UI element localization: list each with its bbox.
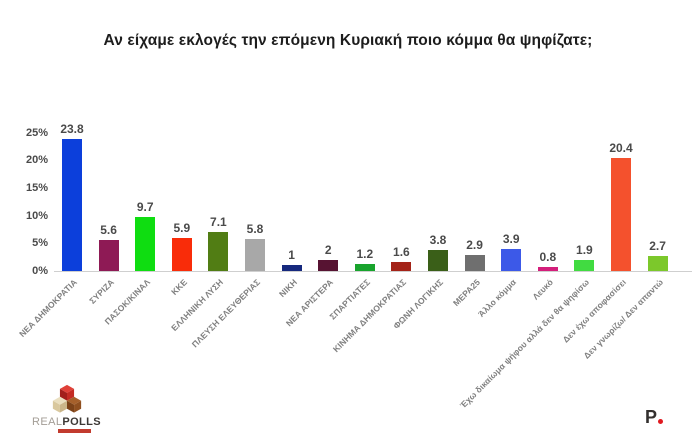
bar-value-label: 5.9 xyxy=(173,221,191,235)
bar-4 xyxy=(208,232,229,271)
bar-8 xyxy=(354,264,375,271)
bar-9 xyxy=(391,262,412,271)
realpolls-wordmark-bold: POLLS xyxy=(62,416,102,428)
bar-value-label: 1.2 xyxy=(356,247,374,261)
bar-5 xyxy=(245,239,265,271)
realpolls-wordmark: REALPOLLS xyxy=(32,416,124,428)
realpolls-cubes-icon xyxy=(52,384,82,413)
bar-value-label: 3.8 xyxy=(429,233,447,247)
bar-12 xyxy=(501,249,522,271)
realpolls-wordmark-light: REAL xyxy=(32,416,63,428)
bar-value-label: 23.8 xyxy=(60,122,84,136)
bar-value-label: 2.7 xyxy=(649,239,666,253)
bar-value-label: 1.6 xyxy=(393,245,410,259)
bar-3 xyxy=(171,238,192,271)
x-axis-baseline xyxy=(54,271,692,272)
bar-15 xyxy=(611,158,631,271)
bar-16 xyxy=(647,256,668,271)
bar-value-label: 0.8 xyxy=(539,250,557,264)
bar-0 xyxy=(62,139,82,271)
p-logo-red-dot-icon xyxy=(658,419,664,424)
bar-7 xyxy=(318,260,339,271)
bar-value-label: 2 xyxy=(324,243,332,257)
bar-value-label: 1.9 xyxy=(576,243,593,257)
bar-value-label: 5.8 xyxy=(246,222,264,236)
bar-13 xyxy=(537,267,558,271)
bar-value-label: 9.7 xyxy=(136,200,154,214)
bar-10 xyxy=(428,250,448,271)
y-tick-label: 20% xyxy=(25,154,48,167)
bar-value-label: 7.1 xyxy=(210,215,227,229)
bar-1 xyxy=(98,240,119,271)
realpolls-tagline-strip xyxy=(58,429,91,433)
bar-value-label: 5.6 xyxy=(100,223,117,237)
y-tick-label: 0% xyxy=(32,265,48,277)
bar-value-label: 1 xyxy=(288,248,295,262)
bar-6 xyxy=(281,265,302,271)
y-tick-label: 10% xyxy=(25,209,48,222)
bar-2 xyxy=(135,217,156,271)
bar-11 xyxy=(464,255,485,271)
chart-title: Αν είχαμε εκλογές την επόμενη Κυριακή πο… xyxy=(103,32,593,49)
realpolls-logo: REALPOLLS xyxy=(30,383,126,441)
bar-value-label: 3.9 xyxy=(502,232,520,246)
y-tick-label: 5% xyxy=(32,237,48,250)
bar-value-label: 20.4 xyxy=(609,141,633,155)
y-tick-label: 25% xyxy=(25,126,48,139)
bar-14 xyxy=(574,260,595,271)
y-tick-label: 15% xyxy=(25,182,48,195)
bar-value-label: 2.9 xyxy=(466,238,483,252)
p-logo-letter: P xyxy=(645,407,658,427)
p-logo: P xyxy=(645,407,664,427)
